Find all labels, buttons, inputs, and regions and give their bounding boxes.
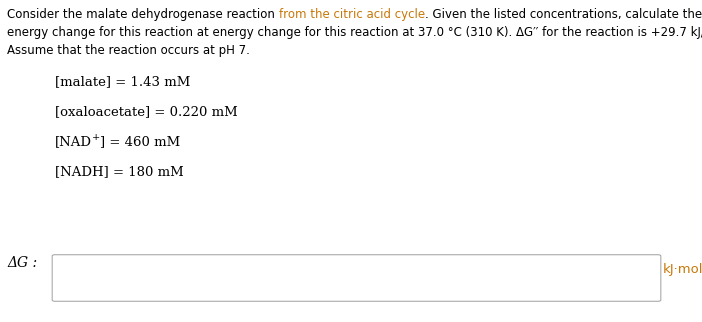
Text: [oxaloacetate] = 0.220 mM: [oxaloacetate] = 0.220 mM <box>55 105 238 118</box>
Text: energy change for this reaction at energy change for this reaction at 37.0 °C (3: energy change for this reaction at energ… <box>7 26 702 39</box>
Text: ΔG :: ΔG : <box>7 256 37 270</box>
Text: . Given the listed concentrations, calculate the free: . Given the listed concentrations, calcu… <box>425 8 702 21</box>
Text: [malate] = 1.43 mM: [malate] = 1.43 mM <box>55 75 190 88</box>
Text: +: + <box>92 133 100 142</box>
Text: kJ·mol: kJ·mol <box>663 263 702 277</box>
Text: [NAD: [NAD <box>55 135 92 148</box>
Text: [NADH] = 180 mM: [NADH] = 180 mM <box>55 165 184 178</box>
Text: Consider the malate dehydrogenase reaction: Consider the malate dehydrogenase reacti… <box>7 8 279 21</box>
Text: Assume that the reaction occurs at pH 7.: Assume that the reaction occurs at pH 7. <box>7 44 250 57</box>
Text: ] = 460 mM: ] = 460 mM <box>100 135 180 148</box>
Text: from the citric acid cycle: from the citric acid cycle <box>279 8 425 21</box>
